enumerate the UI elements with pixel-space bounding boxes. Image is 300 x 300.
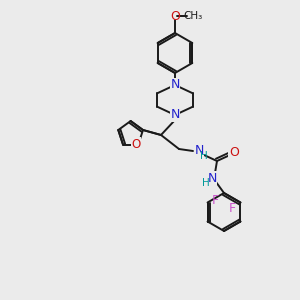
Text: N: N [170,79,180,92]
Text: O: O [170,10,180,22]
Text: CH₃: CH₃ [183,11,202,21]
Text: O: O [229,146,239,158]
Text: N: N [170,109,180,122]
Text: O: O [132,138,141,151]
Text: F: F [212,194,219,207]
Text: H: H [202,178,210,188]
Text: F: F [229,202,236,215]
Text: N: N [207,172,217,184]
Text: N: N [194,145,204,158]
Text: H: H [200,151,208,161]
